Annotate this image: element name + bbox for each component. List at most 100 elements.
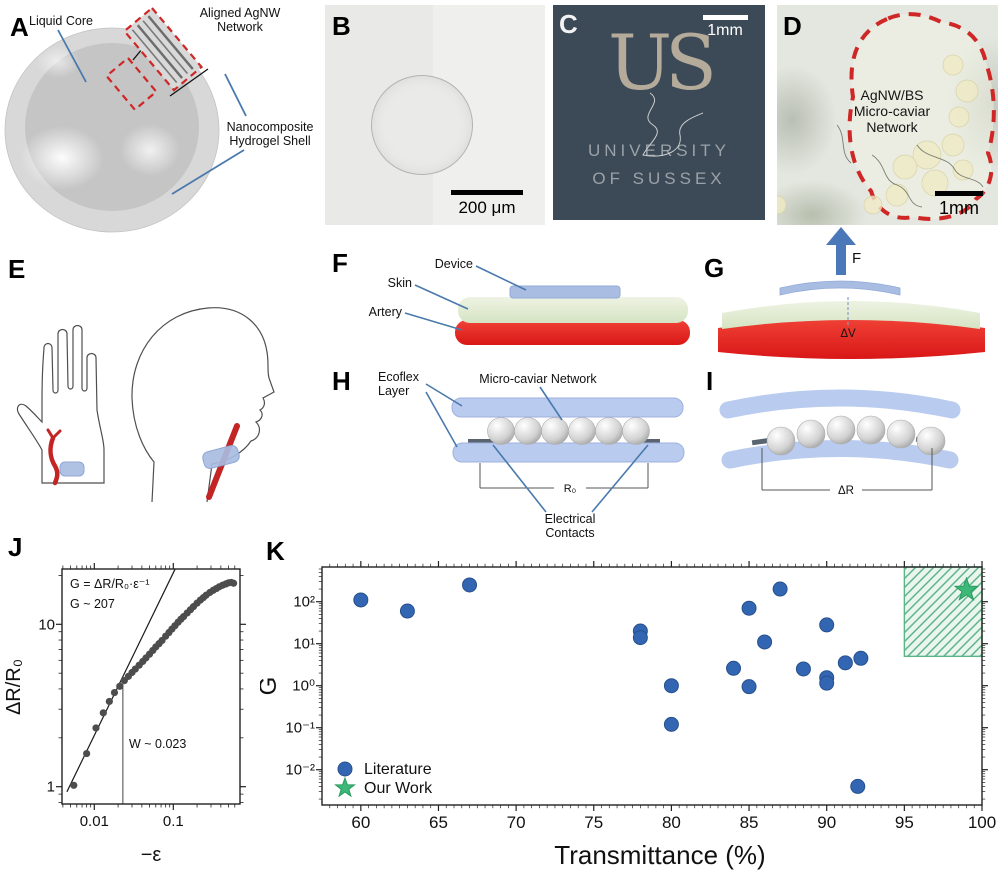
x-tick-label: 95 [895, 813, 914, 832]
label-contacts-2: Contacts [545, 526, 594, 540]
label-line [539, 386, 563, 421]
label-ecoflex-1: Ecoflex [378, 370, 420, 384]
data-point [99, 709, 107, 717]
skin-layer [458, 297, 688, 323]
network-caption: AgNW/BS Micro-caviar Network [802, 87, 982, 135]
panel-label-h: H [332, 366, 351, 396]
label-agnw-2: Network [217, 20, 264, 34]
panel-label-f: F [332, 248, 348, 278]
label-delta-r: ΔR [838, 485, 854, 497]
label-line [171, 149, 245, 195]
plot-border [61, 568, 241, 805]
label-line [224, 73, 247, 117]
data-point [230, 579, 238, 587]
label-line [425, 383, 463, 407]
sphere-highlight [20, 126, 104, 190]
panel-b-micrograph: B 200 μm [325, 5, 545, 225]
ecoflex-bottom [452, 442, 685, 463]
label-shell-2: Hydrogel Shell [229, 134, 310, 148]
literature-point [853, 650, 869, 666]
panel-h-sensor-structure: H R₀ Ecoflex Layer Micro-caviar Network … [332, 366, 685, 540]
our-work-star [953, 576, 980, 601]
y-tick-label: 1 [47, 779, 55, 796]
label-line [492, 444, 547, 513]
label-delta-v: ΔV [840, 328, 856, 340]
agnw-inset [122, 6, 204, 92]
delta-r-bracket [761, 448, 933, 491]
scale-bar [451, 190, 523, 195]
y-axis-label: ΔR/R₀ [3, 659, 25, 715]
x-tick-label: 0.1 [163, 813, 184, 830]
label-line [475, 265, 527, 291]
ecoflex-top-bent [719, 389, 961, 419]
scale-bar-label: 200 μm [458, 198, 516, 217]
literature-point [632, 630, 648, 646]
panel-j-gauge-factor-chart: J 0.01 0.1 1 10 G = ΔR/R₀·ε⁻¹ G ~ 207 W ~ 0.02… [3, 532, 246, 866]
force-arrow-shaft [836, 243, 846, 275]
legend-our-work-marker [334, 776, 356, 798]
sussex-logo: US [607, 18, 717, 107]
artery-layer-bulged [718, 318, 985, 359]
x-axis-label: Transmittance (%) [554, 840, 765, 870]
neck-device [202, 444, 240, 470]
literature-point [819, 617, 835, 633]
x-tick-label: 60 [351, 813, 370, 832]
hand-outline [16, 324, 105, 484]
our-work-region [903, 566, 983, 658]
annotation-formula: G = ΔR/R₀·ε⁻¹ [70, 577, 150, 591]
panel-label-g: G [704, 253, 724, 283]
sphere-highlight [36, 46, 80, 78]
panel-label-d: D [783, 11, 802, 41]
nanowire [142, 20, 189, 75]
x-tick-label: 70 [507, 813, 526, 832]
panel-label-c: C [559, 9, 578, 39]
literature-point [757, 634, 773, 650]
data-point [92, 724, 100, 732]
data-point [105, 697, 113, 706]
literature-point [741, 679, 757, 695]
r0-bracket [479, 463, 649, 489]
literature-point [726, 660, 742, 676]
ecoflex-bottom-bent [721, 440, 959, 469]
network-outline [777, 12, 996, 221]
micro-caviar-spheres [487, 417, 650, 445]
label-contacts-1: Electrical [545, 512, 596, 526]
caption-line: Network [866, 119, 918, 136]
nanowire [136, 24, 183, 79]
panel-i-bent-sensor: I ΔR [706, 366, 961, 497]
micro-caviar-droplet [371, 75, 473, 175]
device-layer-bulged [779, 280, 901, 296]
university-text: UNIVERSITY [587, 141, 731, 160]
label-device: Device [435, 257, 473, 271]
literature-point [663, 716, 679, 732]
panel-label-e: E [8, 254, 25, 284]
data-point [83, 749, 91, 758]
x-axis-label: −ε [141, 844, 162, 866]
panel-c-logo-photo: C 1mm US UNIVERSITY OF SUSSEX [553, 5, 765, 220]
y-tick-label: 10² [293, 594, 315, 611]
electrical-contact-left [468, 439, 494, 444]
legend-literature-label: Literature [364, 761, 432, 778]
y-tick-label: 10¹ [293, 636, 315, 653]
x-tick-label: 85 [740, 813, 759, 832]
literature-point [850, 778, 866, 794]
x-tick-label: 100 [968, 813, 996, 832]
panel-d-network-photo: D AgNW/BS Micro-caviar Network 1mm [777, 5, 998, 225]
connector-line [169, 68, 209, 97]
panel-label-a: A [10, 12, 29, 42]
literature-point [399, 603, 415, 619]
data-point [116, 682, 124, 690]
label-network: Micro-caviar Network [479, 372, 597, 386]
nanowire [131, 29, 178, 84]
label-liquid-core: Liquid Core [29, 14, 93, 28]
nanowire [147, 15, 194, 70]
x-tick-label: 0.01 [80, 813, 109, 830]
skin-layer-bulged [722, 301, 980, 329]
scale-bar-label: 1mm [939, 198, 979, 218]
force-arrow-head [826, 227, 856, 245]
wire-squiggle [642, 92, 704, 157]
literature-point [741, 600, 757, 616]
label-line [57, 29, 87, 83]
panel-label-k: K [266, 536, 285, 566]
